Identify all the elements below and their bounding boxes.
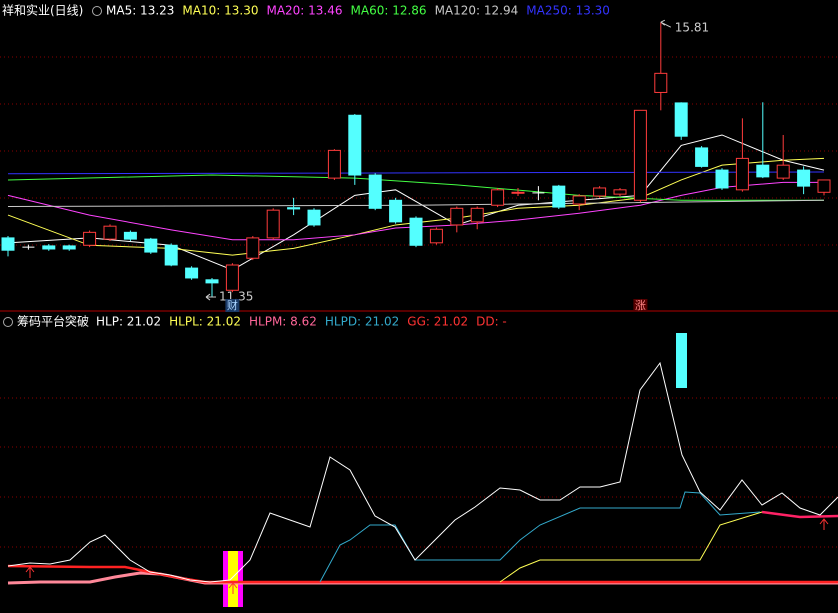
indicator-legend: HLPM: 8.62 [249, 315, 317, 329]
hlp-line [7, 361, 838, 583]
indicator-legend: GG: 21.02 [407, 315, 468, 329]
candle-body [715, 169, 729, 189]
candle-body [817, 179, 831, 193]
candle-body [368, 174, 382, 209]
candle-body [389, 199, 403, 223]
candle-body [511, 191, 525, 194]
grid [0, 56, 838, 548]
legend-entry: MA20: 13.46 [266, 4, 342, 18]
candle-body [246, 237, 260, 259]
event-marker: 涨 [635, 299, 646, 312]
indicator-lines [7, 333, 838, 607]
candle-body [776, 164, 790, 179]
toggle-icon[interactable] [3, 317, 13, 327]
hlpd-line [319, 491, 761, 583]
high-label: 15.81 [675, 21, 709, 35]
legend-entry: MA10: 13.30 [182, 4, 258, 18]
legend-entry: MA120: 12.94 [435, 4, 519, 18]
candle-body [287, 207, 301, 210]
annotation-arrow [205, 293, 216, 301]
candle-body [266, 209, 280, 239]
candle-body [83, 231, 97, 246]
candle-body [797, 169, 811, 187]
candle-body [307, 209, 321, 226]
legend-entry: MA250: 13.30 [526, 4, 610, 18]
legend-entry: MA5: 13.23 [106, 4, 174, 18]
candle-body [613, 189, 627, 195]
up-arrow [819, 518, 829, 530]
indicator-legend: DD: - [476, 315, 507, 329]
annotation-arrow [660, 19, 672, 28]
toggle-icon[interactable] [92, 6, 102, 16]
candle-body [42, 245, 56, 250]
candle-body [429, 228, 443, 244]
up-arrow [228, 582, 238, 594]
ma-line [7, 174, 824, 201]
candle-body [695, 147, 709, 167]
signal-bar [228, 551, 238, 607]
indicator-title: 筹码平台突破 [17, 314, 89, 329]
candle-body [450, 207, 464, 226]
gg-line [761, 510, 838, 519]
candle-body [756, 164, 770, 178]
up-arrow [25, 566, 35, 578]
candle-body [103, 225, 117, 240]
indicator-legend: HLPL: 21.02 [169, 315, 241, 329]
marker-box [633, 299, 648, 312]
candle-body [225, 264, 239, 291]
candle-body [552, 185, 566, 208]
indicator-legend: HLPD: 21.02 [325, 315, 399, 329]
candle-body [572, 195, 586, 205]
candle-body [327, 149, 341, 179]
candle-body [654, 72, 668, 93]
signal-bar [676, 333, 687, 388]
candle-body [409, 217, 423, 246]
candle-body [144, 238, 158, 253]
candle-body [735, 157, 749, 191]
candle-body [470, 207, 484, 223]
candle-body [674, 102, 688, 137]
candle-body [348, 114, 362, 176]
hlpl-line [499, 511, 763, 583]
indicator-legend: HLP: 21.02 [96, 315, 161, 329]
legend-entry: MA60: 12.86 [351, 4, 427, 18]
candle-body [491, 189, 505, 206]
ma-line [7, 199, 825, 207]
candle-body [62, 245, 76, 250]
event-marker: 财 [227, 298, 238, 312]
candle-body [123, 231, 137, 240]
candle-body [164, 244, 178, 266]
candle-body [1, 237, 15, 251]
ma-line [7, 171, 825, 175]
candle-body [633, 109, 647, 201]
marker-box [225, 299, 240, 312]
stock-title: 祥和实业(日线) [2, 3, 83, 18]
candle-body [205, 279, 219, 284]
candle-body [185, 267, 199, 279]
candle-body [593, 187, 607, 197]
